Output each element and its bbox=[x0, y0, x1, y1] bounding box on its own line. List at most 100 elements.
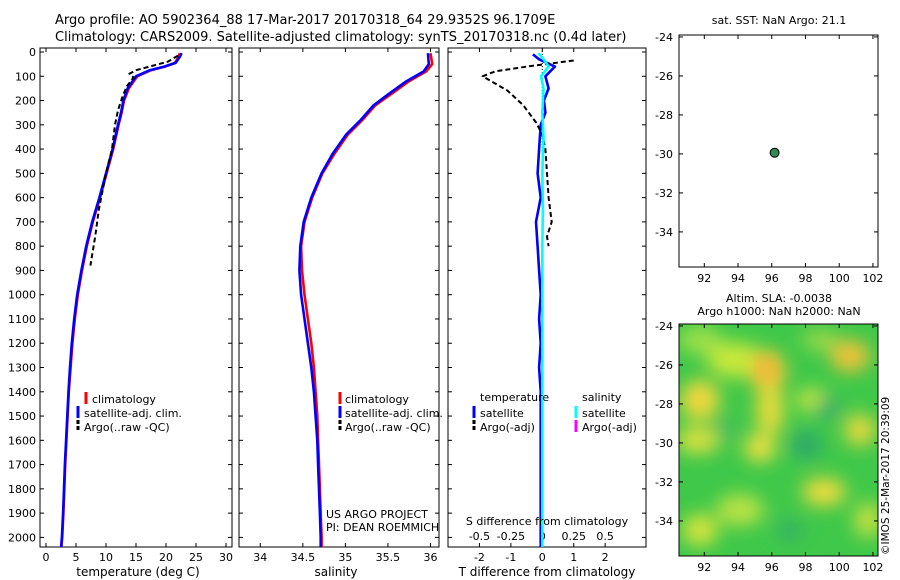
series-line-s-satellite bbox=[537, 52, 550, 547]
x-tick-label: 10 bbox=[99, 551, 113, 564]
depth-tick-label: 1600 bbox=[8, 434, 36, 447]
depth-tick-label: 400 bbox=[15, 143, 36, 156]
depth-tick-label: 1800 bbox=[8, 483, 36, 496]
project-annotation: US ARGO PROJECT bbox=[326, 508, 428, 521]
copyright-side-text: ©IMOS 25-Mar-2017 20:39:09 bbox=[880, 397, 892, 555]
depth-tick-label: 1200 bbox=[8, 337, 36, 350]
legend-label-climatology: climatology bbox=[92, 393, 156, 406]
map-y-tick-label: -30 bbox=[655, 148, 673, 161]
depth-axis: 0 100 200 300 400 500 600 700 800 900 1000 1100 1200… bbox=[8, 46, 232, 544]
x-tick-label: 2 bbox=[602, 551, 609, 564]
series-line-satellite-adj-clim bbox=[298, 53, 431, 547]
float-position-marker bbox=[769, 147, 780, 158]
temperature-panel: 0100200300400500600700800900100011001200… bbox=[8, 46, 233, 579]
s-diff-tick-label: -0.5 bbox=[469, 530, 490, 543]
x-tick-label: -1 bbox=[505, 551, 516, 564]
series-line-t-argo-adj bbox=[481, 59, 574, 247]
map-y-tick-label: -32 bbox=[655, 187, 673, 200]
sst-title: sat. SST: NaN Argo: 21.1 bbox=[712, 14, 846, 27]
depth-tick-label: 800 bbox=[15, 240, 36, 253]
map-y-tick-label: -26 bbox=[655, 359, 673, 372]
map-x-tick-label: 94 bbox=[731, 561, 745, 574]
sla-map-axes: 92 94 96 98 100 102 -24 -26 -28 -30 -32 -34 bbox=[655, 320, 883, 574]
legend-label-climatology: climatology bbox=[345, 393, 409, 406]
salinity-axes-box bbox=[238, 47, 440, 548]
s-diff-tick-label: 0.5 bbox=[596, 530, 614, 543]
map-x-tick-label: 100 bbox=[829, 561, 850, 574]
difference-lines bbox=[481, 48, 574, 547]
sla-map-panel: Altim. SLA: -0.0038 Argo h1000: NaN h200… bbox=[655, 292, 883, 574]
depth-tick-label: 500 bbox=[15, 167, 36, 180]
header-line-1: Argo profile: AO 5902364_88 17-Mar-2017 … bbox=[55, 13, 555, 28]
t-difference-x-label: T difference from climatology bbox=[458, 565, 636, 579]
map-x-tick-label: 98 bbox=[798, 272, 812, 285]
salinity-lines bbox=[298, 52, 434, 547]
salinity-panel: 34 34.5 35 35.5 36 salinity climatology sate… bbox=[238, 47, 443, 579]
map-y-tick-label: -24 bbox=[655, 31, 673, 44]
header-line-2: Climatology: CARS2009. Satellite-adjuste… bbox=[55, 30, 627, 45]
sst-map-axes: 92 94 96 98 100 102 -24 -26 -28 -30 -32 -34 bbox=[655, 31, 883, 285]
map-x-tick-label: 102 bbox=[862, 561, 883, 574]
x-tick-label: 15 bbox=[129, 551, 143, 564]
depth-tick-label: 1500 bbox=[8, 410, 36, 423]
x-tick-label: 0 bbox=[539, 551, 546, 564]
legend-label-satellite: satellite-adj. clim. bbox=[84, 407, 182, 420]
depth-tick-label: 1400 bbox=[8, 386, 36, 399]
salinity-legend: climatology satellite-adj. clim. Argo(..… bbox=[338, 392, 443, 434]
map-x-tick-label: 96 bbox=[765, 272, 779, 285]
depth-tick-label: 300 bbox=[15, 119, 36, 132]
difference-legend: temperature salinity satellite Argo(-adj… bbox=[472, 391, 637, 434]
map-x-tick-label: 100 bbox=[829, 272, 850, 285]
legend-label-s-argo: Argo(-adj) bbox=[582, 421, 637, 434]
temperature-legend: climatology satellite-adj. clim. Argo(..… bbox=[76, 392, 182, 434]
map-x-tick-label: 92 bbox=[697, 272, 711, 285]
map-y-tick-label: -28 bbox=[655, 109, 673, 122]
s-diff-tick-label: 0.25 bbox=[561, 530, 586, 543]
sla-title-line-1: Altim. SLA: -0.0038 bbox=[726, 292, 832, 305]
x-tick-label: 34 bbox=[253, 551, 267, 564]
depth-tick-label: 0 bbox=[29, 46, 36, 59]
depth-tick-label: 900 bbox=[15, 264, 36, 277]
sla-heatmap bbox=[679, 324, 878, 556]
legend-label-satellite: satellite-adj. clim. bbox=[345, 407, 443, 420]
x-tick-label: 30 bbox=[219, 551, 233, 564]
depth-tick-label: 1300 bbox=[8, 362, 36, 375]
s-difference-x-label: S difference from climatology bbox=[466, 515, 629, 528]
series-line-t-satellite bbox=[532, 53, 557, 547]
depth-tick-label: 1100 bbox=[8, 313, 36, 326]
temperature-axes-box bbox=[39, 47, 233, 548]
map-y-tick-label: -24 bbox=[655, 320, 673, 333]
map-y-tick-label: -34 bbox=[655, 226, 673, 239]
sla-map-box bbox=[678, 323, 879, 557]
map-y-tick-label: -32 bbox=[655, 476, 673, 489]
salinity-y-ticks bbox=[239, 51, 439, 538]
legend-label-argo: Argo(..raw -QC) bbox=[345, 421, 431, 434]
legend-label-s-satellite: satellite bbox=[582, 407, 626, 420]
map-y-tick-label: -30 bbox=[655, 437, 673, 450]
map-x-tick-label: 102 bbox=[862, 272, 883, 285]
x-tick-label: 25 bbox=[189, 551, 203, 564]
x-tick-label: 35.5 bbox=[376, 551, 401, 564]
x-tick-label: 36 bbox=[423, 551, 437, 564]
depth-tick-label: 200 bbox=[15, 95, 36, 108]
x-tick-label: 1 bbox=[570, 551, 577, 564]
depth-tick-label: 1900 bbox=[8, 507, 36, 520]
x-tick-label: 34.5 bbox=[291, 551, 316, 564]
temperature-x-axis: 0 5 10 15 20 25 30 bbox=[43, 48, 233, 564]
map-x-tick-label: 92 bbox=[697, 561, 711, 574]
x-tick-label: 35 bbox=[338, 551, 352, 564]
legend-salinity-header: salinity bbox=[582, 391, 622, 404]
difference-axes-box bbox=[447, 47, 647, 548]
pi-annotation: PI: DEAN ROEMMICH bbox=[326, 521, 439, 534]
s-diff-tick-label: -0.25 bbox=[497, 530, 525, 543]
x-tick-label: 20 bbox=[159, 551, 173, 564]
series-line-satellite-adj-clim bbox=[59, 52, 183, 547]
legend-label-argo: Argo(..raw -QC) bbox=[84, 421, 170, 434]
map-x-tick-label: 94 bbox=[731, 272, 745, 285]
difference-y-ticks bbox=[448, 51, 646, 538]
map-x-tick-label: 98 bbox=[798, 561, 812, 574]
map-y-tick-label: -28 bbox=[655, 398, 673, 411]
legend-temperature-header: temperature bbox=[480, 391, 549, 404]
